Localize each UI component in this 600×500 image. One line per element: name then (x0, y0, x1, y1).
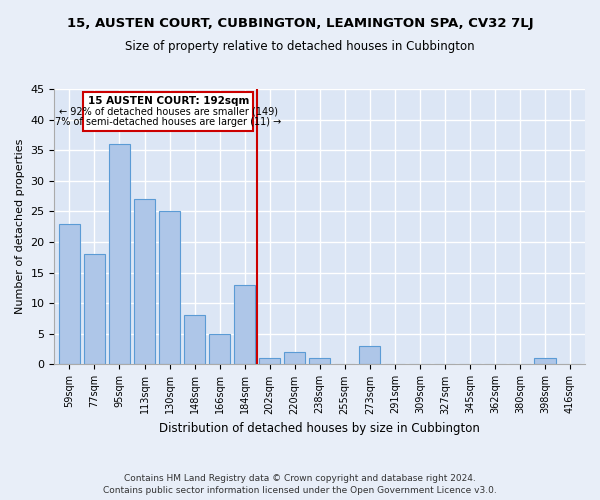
Text: Contains HM Land Registry data © Crown copyright and database right 2024.: Contains HM Land Registry data © Crown c… (124, 474, 476, 483)
Bar (184, 316, 205, 364)
Text: ← 92% of detached houses are smaller (149): ← 92% of detached houses are smaller (14… (59, 107, 278, 117)
Y-axis label: Number of detached properties: Number of detached properties (15, 139, 25, 314)
Bar (84, 254, 105, 364)
Text: 7% of semi-detached houses are larger (11) →: 7% of semi-detached houses are larger (1… (55, 117, 281, 127)
Bar (209, 334, 230, 364)
Bar (359, 346, 380, 364)
Bar (134, 199, 155, 364)
Text: Contains public sector information licensed under the Open Government Licence v3: Contains public sector information licen… (103, 486, 497, 495)
Bar (159, 212, 180, 364)
Bar (259, 358, 280, 364)
X-axis label: Distribution of detached houses by size in Cubbington: Distribution of detached houses by size … (159, 422, 480, 435)
Text: 15, AUSTEN COURT, CUBBINGTON, LEAMINGTON SPA, CV32 7LJ: 15, AUSTEN COURT, CUBBINGTON, LEAMINGTON… (67, 18, 533, 30)
Bar (535, 358, 556, 364)
Bar (109, 144, 130, 364)
FancyBboxPatch shape (83, 92, 253, 130)
Bar (284, 352, 305, 364)
Bar (309, 358, 331, 364)
Bar (234, 285, 255, 364)
Bar (59, 224, 80, 364)
Text: 15 AUSTEN COURT: 192sqm: 15 AUSTEN COURT: 192sqm (88, 96, 249, 106)
Text: Size of property relative to detached houses in Cubbington: Size of property relative to detached ho… (125, 40, 475, 53)
